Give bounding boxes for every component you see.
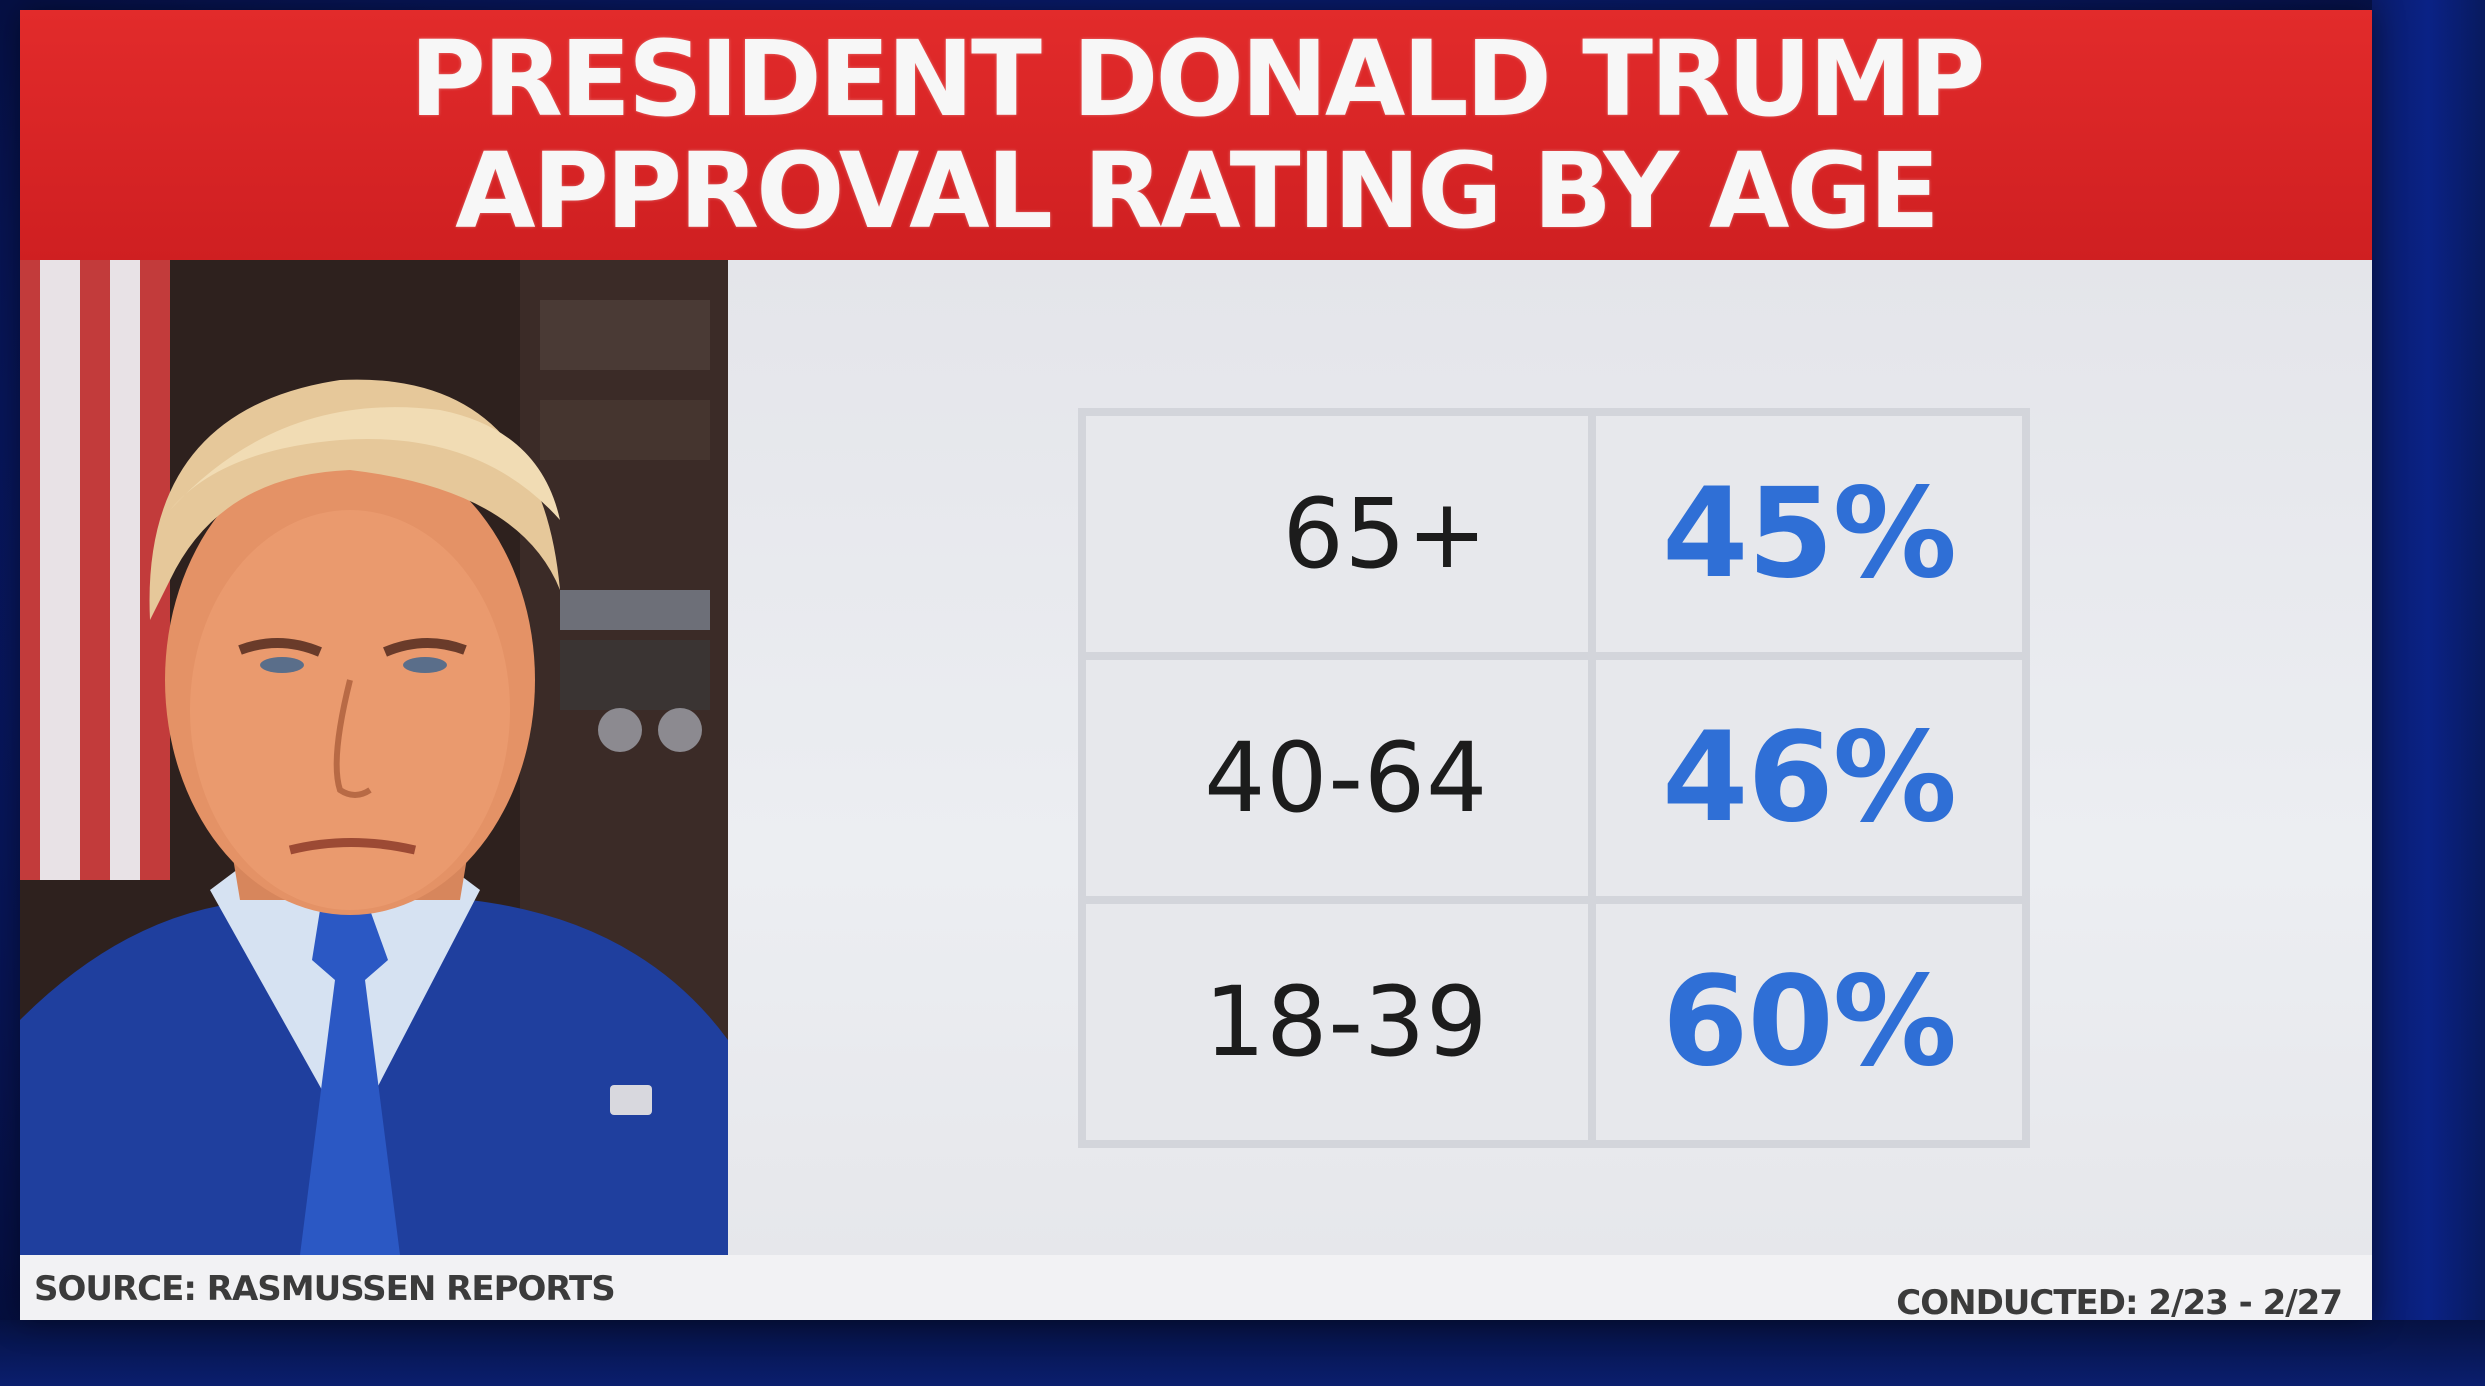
portrait-illustration: [20, 260, 728, 1255]
age-group-label: 18-39: [1082, 900, 1593, 1144]
title-banner: PRESIDENT DONALD TRUMP APPROVAL RATING B…: [20, 10, 2372, 260]
data-panel: 65+ 45% 40-64 46% 18-39 60%: [728, 260, 2372, 1255]
poll-graphic: PRESIDENT DONALD TRUMP APPROVAL RATING B…: [20, 10, 2372, 1323]
background-glow: [2372, 0, 2485, 1386]
footer-bar: SOURCE: RASMUSSEN REPORTS CONDUCTED: 2/2…: [20, 1255, 2372, 1323]
title-line-2: APPROVAL RATING BY AGE: [455, 130, 1940, 252]
source-label: SOURCE: RASMUSSEN REPORTS: [34, 1269, 616, 1309]
background-strip: [0, 1320, 2485, 1386]
conducted-dates: CONDUCTED: 2/23 - 2/27: [1896, 1283, 2343, 1323]
table-row: 65+ 45%: [1082, 412, 2026, 656]
approval-value: 60%: [1592, 900, 2026, 1144]
portrait-photo: [20, 260, 728, 1255]
table-row: 40-64 46%: [1082, 656, 2026, 900]
age-group-label: 40-64: [1082, 656, 1593, 900]
approval-table: 65+ 45% 40-64 46% 18-39 60%: [1078, 408, 2030, 1148]
approval-value: 46%: [1592, 656, 2026, 900]
title-line-1: PRESIDENT DONALD TRUMP: [409, 18, 1986, 140]
age-group-label: 65+: [1082, 412, 1593, 656]
approval-value: 45%: [1592, 412, 2026, 656]
table-row: 18-39 60%: [1082, 900, 2026, 1144]
